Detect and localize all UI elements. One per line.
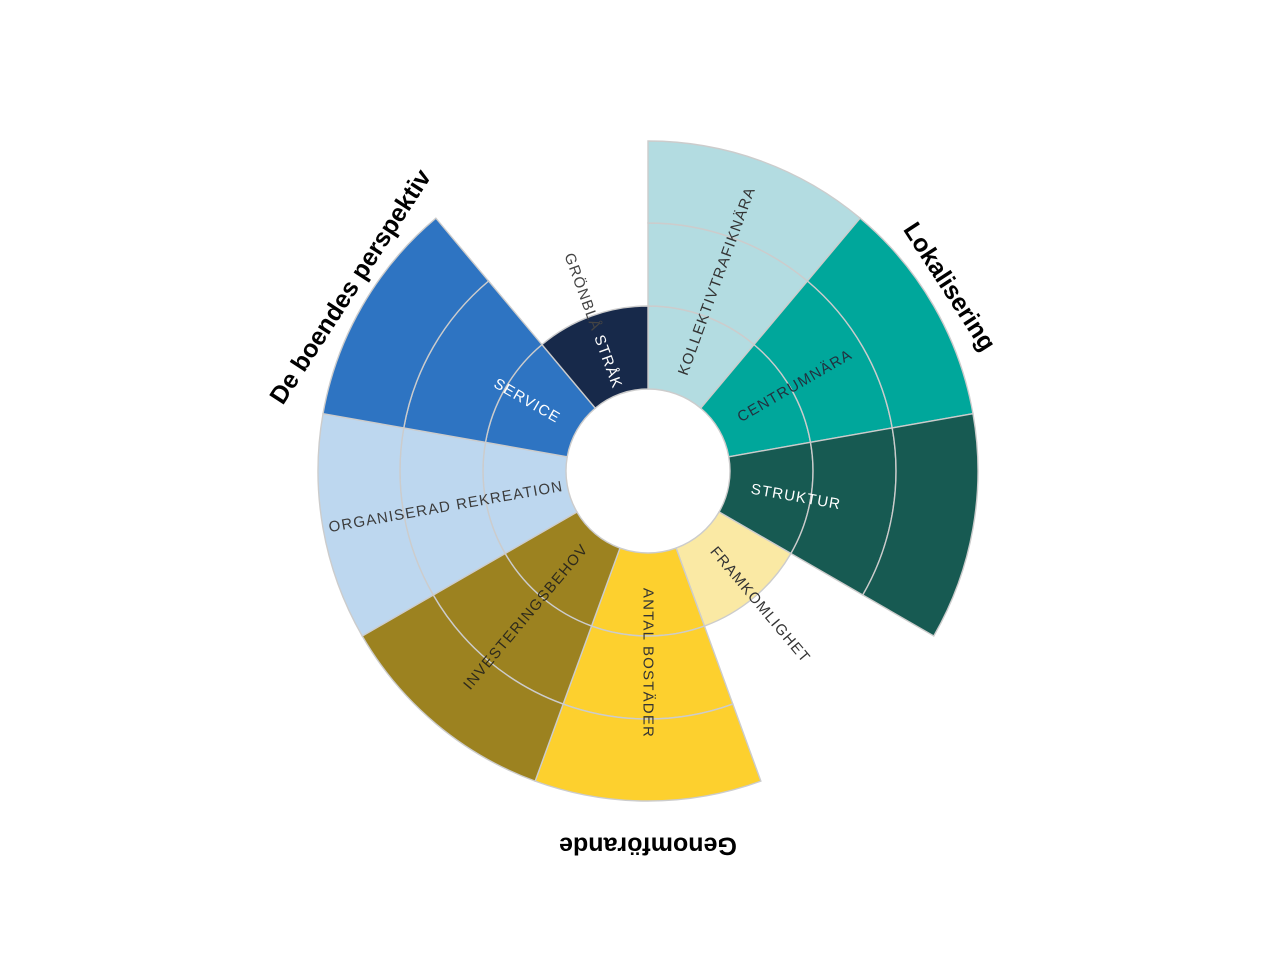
sector-band-service bbox=[322, 217, 490, 429]
sector-band-struktur bbox=[861, 412, 979, 637]
segment-label-text: ANTAL BOSTÄDER bbox=[639, 587, 657, 739]
category-label-genomforande: Genomförande bbox=[559, 831, 737, 860]
sector-band-gronbla-strak bbox=[540, 305, 649, 410]
segment-label-antal-bostader: ANTAL BOSTÄDER bbox=[640, 588, 657, 738]
